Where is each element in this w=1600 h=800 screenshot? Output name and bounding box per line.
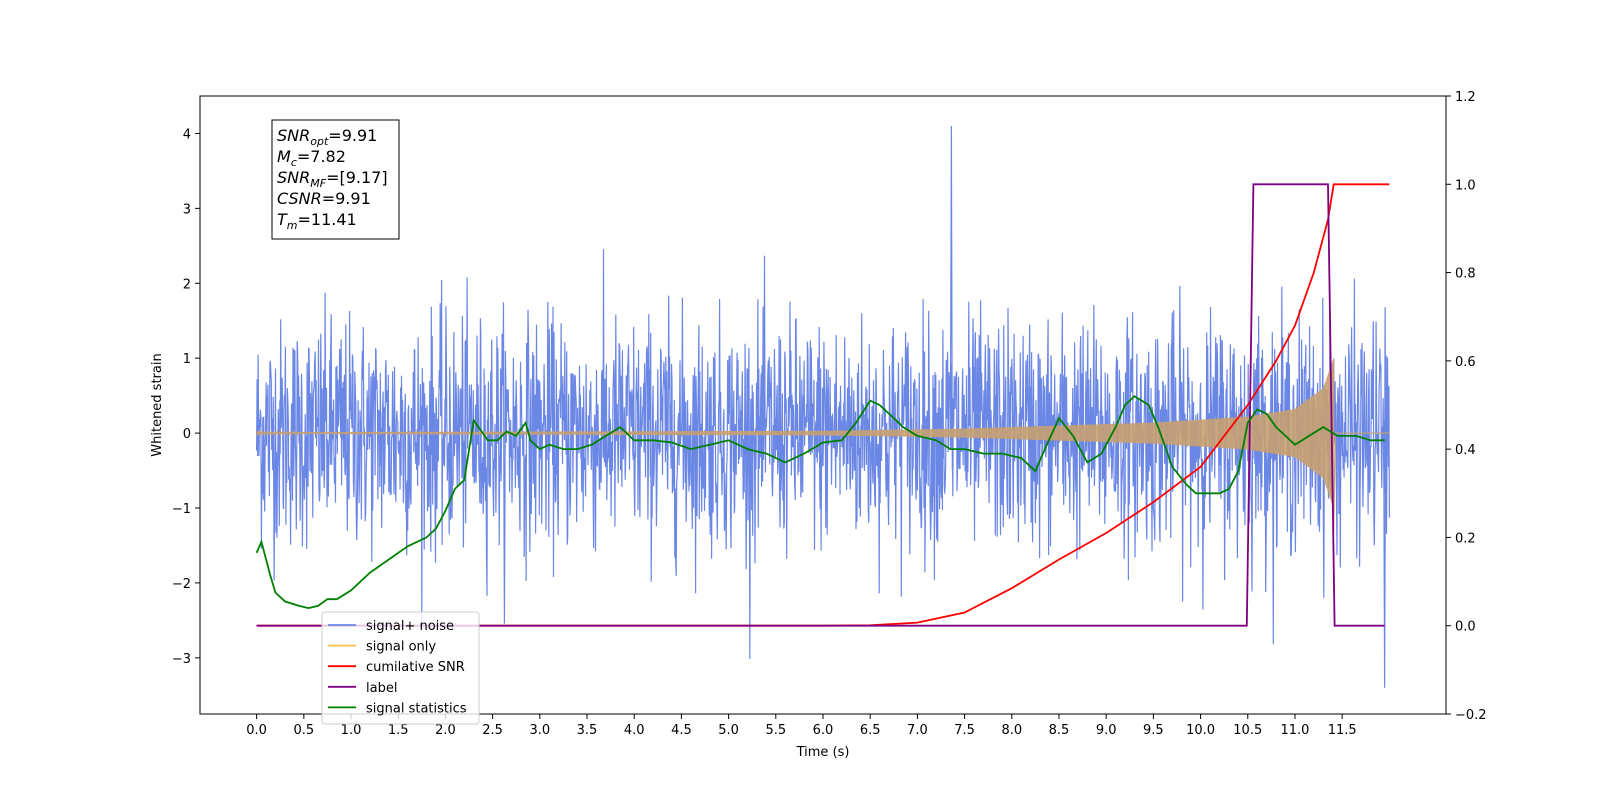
info-subscript: MF	[310, 177, 326, 190]
x-axis-label: Time (s)	[796, 745, 850, 760]
info-box-frame	[271, 119, 400, 240]
y-left-tick-label: 2	[183, 277, 191, 292]
y-left-tick-label: −3	[172, 652, 191, 667]
y-right-tick-label: −0.2	[1455, 708, 1487, 723]
x-tick-label: 6.0	[813, 723, 834, 738]
y-right-tick-label: 1.0	[1455, 178, 1476, 193]
x-tick-label: 11.5	[1328, 723, 1357, 738]
y-left-tick-label: 0	[183, 427, 191, 442]
y-axis-label: Whitened strain	[150, 353, 165, 456]
series-cumulative-snr	[256, 183, 1390, 627]
x-axis: 0.0 0.5 1.0 1.5 2.0 2.5 3.0 3.5 4.0 4.5 5.0 5.5 6.0 6…	[246, 714, 1357, 738]
x-tick-label: 4.5	[671, 723, 692, 738]
y-left-tick-label: 3	[183, 202, 191, 217]
info-box-line: Mc=7.82	[277, 147, 346, 169]
info-value: =7.82	[297, 147, 346, 166]
y-axis-right: −0.2 0.0 0.2 0.4 0.6 0.8 1.0 1.2	[1446, 90, 1487, 723]
x-tick-label: 5.5	[765, 723, 786, 738]
info-box-line: SNRMF=[9.17]	[277, 168, 388, 190]
x-tick-label: 0.5	[293, 723, 314, 738]
y-right-tick-label: 0.6	[1455, 355, 1476, 370]
y-right-tick-label: 0.8	[1455, 267, 1476, 282]
legend-label: cumilative SNR	[366, 660, 465, 675]
info-symbol: SNR	[277, 126, 310, 145]
x-tick-label: 8.0	[1001, 723, 1022, 738]
y-right-tick-label: 0.4	[1455, 443, 1476, 458]
y-left-tick-label: −2	[172, 577, 191, 592]
series-signal-plus-noise	[256, 125, 1390, 688]
info-value: =9.91	[328, 126, 377, 145]
info-box-line: Tm=11.41	[277, 210, 357, 232]
x-tick-label: 5.0	[718, 723, 739, 738]
info-symbol: CSNR	[277, 189, 322, 208]
series-signal-statistics	[255, 395, 1385, 610]
info-subscript: c	[291, 156, 297, 169]
info-box: SNRopt=9.91Mc=7.82SNRMF=[9.17]CSNR=9.91T…	[271, 119, 400, 240]
info-box-line: SNRopt=9.91	[277, 126, 377, 148]
series-label	[256, 183, 1385, 627]
legend-frame	[321, 611, 480, 725]
info-symbol: T	[277, 210, 288, 229]
legend-label: label	[366, 681, 397, 696]
info-value: =[9.17]	[326, 168, 388, 187]
legend: signal+ noise signal only cumilative SNR la…	[321, 611, 480, 725]
y-axis-left: −3 −2 −1 0 1 2 3 4	[172, 127, 200, 667]
x-tick-label: 9.0	[1096, 723, 1117, 738]
x-tick-label: 0.0	[246, 723, 267, 738]
legend-label: signal+ noise	[366, 619, 454, 634]
x-tick-label: 1.5	[388, 723, 409, 738]
y-right-tick-label: 0.2	[1455, 531, 1476, 546]
legend-label: signal only	[366, 640, 436, 655]
x-tick-label: 2.5	[482, 723, 503, 738]
x-tick-label: 3.5	[577, 723, 598, 738]
info-value: =9.91	[322, 189, 371, 208]
info-box-line: CSNR=9.91	[277, 189, 371, 208]
x-tick-label: 7.0	[907, 723, 928, 738]
info-subscript: m	[287, 219, 298, 232]
x-tick-label: 8.5	[1049, 723, 1070, 738]
y-right-tick-label: 1.2	[1455, 90, 1476, 105]
info-symbol: M	[277, 147, 291, 166]
x-tick-label: 10.5	[1233, 723, 1262, 738]
x-tick-label: 6.5	[860, 723, 881, 738]
info-value: =11.41	[298, 210, 357, 229]
legend-label: signal statistics	[366, 701, 467, 716]
x-tick-label: 2.0	[435, 723, 456, 738]
x-tick-label: 7.5	[954, 723, 975, 738]
x-tick-label: 10.0	[1186, 723, 1215, 738]
x-tick-label: 1.0	[341, 723, 362, 738]
y-right-tick-label: 0.0	[1455, 620, 1476, 635]
info-subscript: opt	[310, 135, 329, 148]
y-left-tick-label: 4	[183, 127, 191, 142]
y-left-tick-label: 1	[183, 352, 191, 367]
x-tick-label: 9.5	[1143, 723, 1164, 738]
series-signal-only	[256, 358, 1390, 531]
info-symbol: SNR	[277, 168, 310, 187]
x-tick-label: 3.0	[529, 723, 550, 738]
y-left-tick-label: −1	[172, 502, 191, 517]
x-tick-label: 11.0	[1280, 723, 1309, 738]
x-tick-label: 4.0	[624, 723, 645, 738]
